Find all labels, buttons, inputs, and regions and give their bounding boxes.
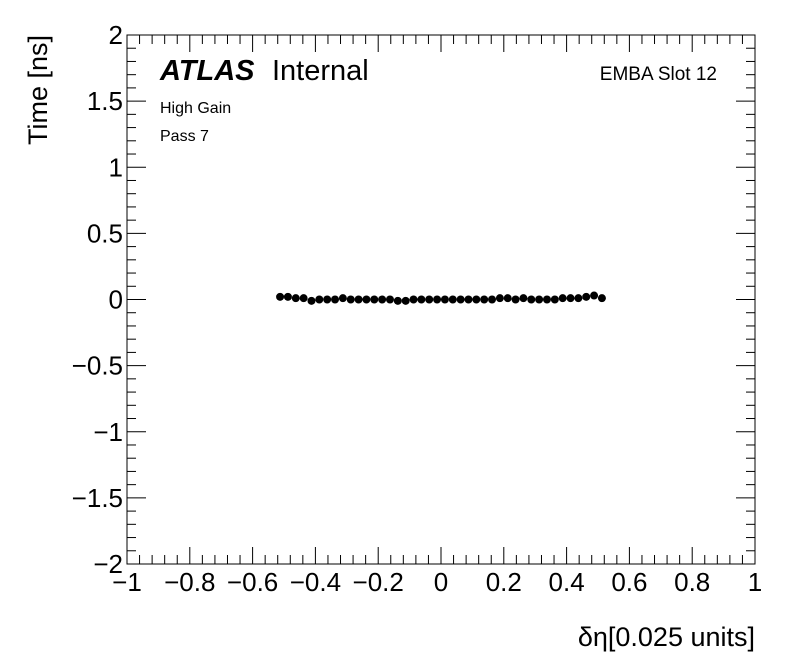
point	[385, 295, 394, 304]
point	[456, 295, 465, 304]
point	[354, 295, 363, 304]
x-tick-label: −1	[112, 567, 142, 597]
x-tick-label: −0.4	[290, 567, 341, 597]
point	[409, 295, 418, 304]
y-tick-label: −0.5	[72, 351, 123, 381]
point	[323, 295, 332, 304]
y-tick-label: 2	[109, 20, 123, 50]
y-tick-label: 0	[109, 285, 123, 315]
gain-label: High Gain	[160, 100, 231, 117]
point	[276, 292, 285, 301]
x-tick-label: −0.6	[227, 567, 278, 597]
point	[331, 295, 340, 304]
point	[401, 296, 410, 305]
point	[472, 295, 481, 304]
point	[503, 294, 512, 303]
x-tick-label: −0.8	[164, 567, 215, 597]
point	[582, 292, 591, 301]
point	[393, 296, 402, 305]
y-tick-label: −1	[93, 417, 123, 447]
point	[597, 294, 606, 303]
point	[558, 294, 567, 303]
point	[425, 295, 434, 304]
point	[527, 295, 536, 304]
x-tick-label: 0	[434, 567, 448, 597]
point	[448, 295, 457, 304]
point	[574, 294, 583, 303]
x-tick-label: 0.8	[674, 567, 710, 597]
point	[378, 295, 387, 304]
point	[433, 295, 442, 304]
x-tick-label: 1	[748, 567, 762, 597]
point	[370, 295, 379, 304]
point	[417, 295, 426, 304]
x-tick-label: 0.2	[486, 567, 522, 597]
point	[291, 294, 300, 303]
point	[307, 296, 316, 305]
point	[480, 295, 489, 304]
point	[440, 295, 449, 304]
y-tick-label: 1.5	[87, 86, 123, 116]
x-axis-title: δη[0.025 units]	[578, 622, 755, 652]
y-tick-label: −1.5	[72, 483, 123, 513]
point	[519, 294, 528, 303]
point	[550, 295, 559, 304]
point	[346, 295, 355, 304]
point	[590, 291, 599, 300]
point	[299, 294, 308, 303]
slot-label: EMBA Slot 12	[600, 64, 717, 85]
x-tick-label: 0.6	[611, 567, 647, 597]
x-tick-label: 0.4	[549, 567, 585, 597]
point	[566, 294, 575, 303]
pass-label: Pass 7	[160, 128, 209, 145]
y-tick-label: 0.5	[87, 218, 123, 248]
point	[495, 294, 504, 303]
point	[535, 295, 544, 304]
point	[488, 295, 497, 304]
y-tick-label: −2	[93, 549, 123, 579]
point	[315, 295, 324, 304]
point	[338, 294, 347, 303]
atlas-label: ATLAS	[159, 55, 255, 87]
atlas-suffix: Internal	[272, 55, 369, 87]
point	[542, 295, 551, 304]
point	[283, 292, 292, 301]
y-tick-label: 1	[109, 152, 123, 182]
point	[464, 295, 473, 304]
point	[511, 295, 520, 304]
point	[362, 295, 371, 304]
x-tick-label: −0.2	[353, 567, 404, 597]
y-axis-title: Time [ns]	[23, 35, 53, 145]
